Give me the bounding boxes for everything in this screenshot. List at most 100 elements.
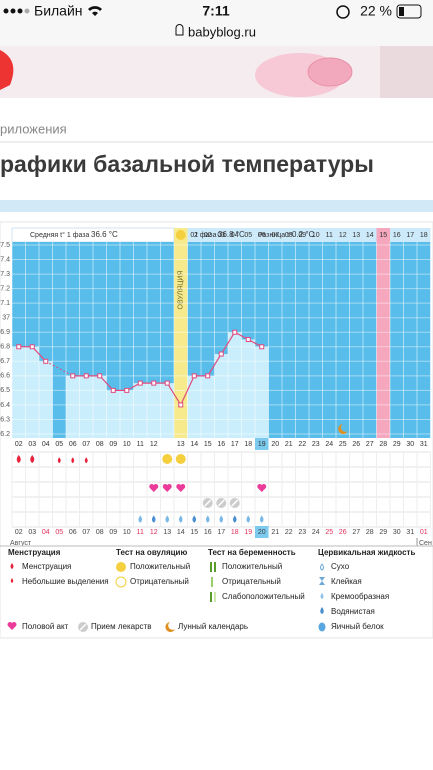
day-label: 27 [366, 441, 374, 448]
temperature-point [205, 373, 211, 379]
cycle-day: 12 [339, 232, 347, 239]
cycle-day: 08 [285, 232, 293, 239]
day-label: 06 [69, 441, 77, 448]
spotting-icon [57, 457, 61, 464]
day-fill [106, 390, 120, 438]
day-fill [79, 375, 93, 438]
today-box [255, 438, 269, 450]
spotting-icon [84, 457, 88, 464]
cycle-day: 06 [258, 232, 266, 239]
y-tick-label: 36.5 [0, 387, 10, 394]
x-tick-label: 11 [137, 529, 144, 536]
pill-stripe [217, 499, 225, 507]
legend-icon [165, 622, 175, 632]
day-label: 13 [177, 441, 185, 448]
cervical-icon [192, 515, 197, 523]
y-tick-label: 36.8 [0, 344, 10, 351]
summary-label: Средняя t° 1 фаза [30, 231, 89, 239]
x-tick-label: 20 [258, 529, 266, 536]
x-tick-label: 25 [325, 529, 333, 536]
battery-icon [396, 4, 422, 19]
lock-icon [175, 24, 184, 36]
x-tick-label: 23 [298, 529, 306, 536]
x-tick-label: 16 [204, 529, 212, 536]
today-box [255, 526, 269, 538]
ovulation-test-icon [162, 454, 173, 464]
x-tick-label: 03 [28, 529, 36, 536]
cycle-day: 10 [312, 232, 320, 239]
day-label: 14 [190, 441, 198, 448]
cervical-icon [246, 515, 251, 523]
legend-item: Половой акт [22, 622, 69, 631]
x-tick-label: 29 [379, 529, 387, 536]
x-tick-label: 22 [285, 529, 293, 536]
x-tick-label: 26 [339, 529, 347, 536]
legend-heading: Тест на беременность [208, 548, 296, 557]
x-tick-label: 09 [109, 529, 117, 536]
legend-icon [320, 563, 324, 571]
cycle-day: 17 [406, 232, 414, 239]
day-label: 22 [298, 441, 306, 448]
legend-icon [320, 593, 324, 599]
x-tick-label: 15 [190, 529, 198, 536]
temperature-point [232, 329, 238, 335]
temperature-point [16, 344, 22, 350]
x-tick-label: 18 [231, 529, 239, 536]
cervical-icon [151, 515, 156, 523]
legend-icon [115, 576, 127, 588]
legend-heading: Цервикальная жидкость [318, 548, 415, 557]
cycle-day: 14 [366, 232, 374, 239]
legend-icon [7, 621, 17, 630]
cervical-icon [232, 515, 237, 523]
x-tick-label: 01 [420, 529, 428, 536]
y-tick-label: 37.2 [0, 285, 10, 292]
ovulation-test-icon [175, 454, 186, 464]
cycle-day: 15 [379, 232, 387, 239]
url[interactable]: babyblog.ru [188, 24, 256, 39]
temperature-point [218, 351, 224, 357]
legend-icon [320, 607, 324, 614]
cycle-day: 09 [298, 232, 306, 239]
heart-icon [162, 484, 172, 492]
heart-icon [176, 484, 186, 492]
cycle-day: 11 [326, 232, 333, 239]
pill-stripe [231, 499, 239, 507]
summary-value: 36.6 °C [91, 230, 118, 239]
x-tick-label: 05 [55, 529, 63, 536]
wifi-icon [88, 6, 102, 17]
x-tick-label: 02 [15, 529, 23, 536]
day-label: 02 [15, 441, 23, 448]
temperature-point [245, 337, 251, 342]
day-fill [228, 332, 242, 438]
cervical-icon [165, 515, 170, 523]
day-label: 30 [406, 441, 414, 448]
legend-item: Слабоположительный [222, 592, 305, 601]
battery-text: 22 % [360, 3, 392, 19]
day-label: 19 [258, 441, 266, 448]
legend-icon [78, 622, 88, 632]
month-label: Сен [419, 540, 432, 547]
temperature-point [110, 387, 116, 393]
y-tick-label: 36.3 [0, 416, 10, 423]
y-tick-label: 37.3 [0, 271, 10, 278]
day-fill [241, 339, 255, 438]
x-tick-label: 06 [69, 529, 77, 536]
day-label: 25 [339, 441, 347, 448]
temperature-point [137, 380, 143, 386]
day-fill [93, 375, 107, 438]
gap-connector [45, 360, 73, 377]
cycle-day: 16 [393, 232, 401, 239]
highlight-column [376, 228, 390, 438]
legend-icon [211, 577, 213, 587]
day-label: 17 [231, 441, 239, 448]
x-tick-label: 24 [312, 529, 320, 536]
breadcrumb[interactable]: риложения [0, 121, 67, 136]
x-tick-label: 12 [150, 529, 158, 536]
day-fill [133, 383, 147, 438]
temperature-point [259, 344, 265, 350]
cycle-day: 05 [244, 232, 252, 239]
day-label: 12 [150, 441, 158, 448]
cervical-icon [205, 515, 210, 523]
page-heading: рафики базальной температуры [0, 151, 374, 177]
cycle-day: 02 [204, 232, 212, 239]
